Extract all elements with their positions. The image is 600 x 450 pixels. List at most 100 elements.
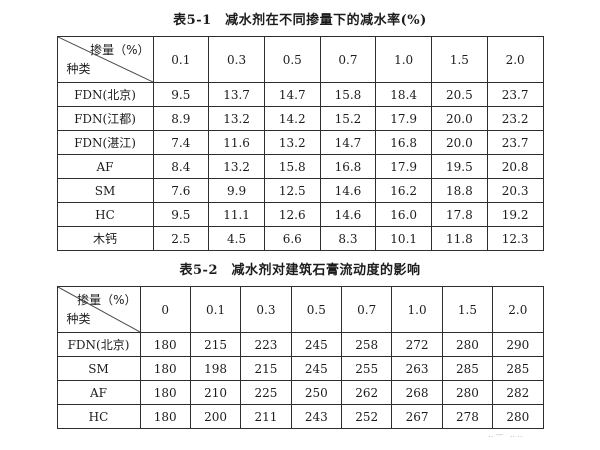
data-cell: 200: [189, 404, 242, 429]
table2: 掺量（%） 种类 0 0.1 0.3 0.5 0.7 1.0 1.5 2.0 F…: [56, 286, 544, 429]
data-cell: 198: [189, 356, 242, 381]
data-cell: 17.9: [375, 154, 433, 179]
data-cell: 6.6: [263, 226, 321, 251]
header-cell: 0.1: [189, 286, 242, 333]
row-label: 木钙: [56, 226, 154, 251]
data-cell: 15.8: [319, 82, 377, 107]
data-cell: 13.2: [208, 106, 265, 131]
data-cell: 11.8: [431, 226, 488, 251]
table2-title: 表5-2 减水剂对建筑石膏流动度的影响: [179, 263, 421, 278]
table-row: HC 180 200 211 243 252 267 278 280: [56, 404, 544, 429]
data-cell: 12.6: [263, 202, 321, 227]
data-cell: 215: [240, 356, 292, 381]
row-label: AF: [56, 380, 141, 405]
row-label: AF: [56, 154, 154, 179]
row-label: FDN(湛江): [56, 130, 154, 155]
data-cell: 16.8: [375, 130, 433, 155]
data-cell: 14.6: [319, 202, 377, 227]
data-cell: 15.8: [263, 154, 321, 179]
corner-type-label: 种类: [66, 312, 91, 326]
diagonal-divider-line: [58, 37, 153, 82]
table-row: FDN(江都) 8.9 13.2 14.2 15.2 17.9 20.0 23.…: [56, 106, 544, 131]
header-cell: 0.7: [340, 286, 393, 333]
data-cell: 14.7: [319, 130, 377, 155]
data-cell: 258: [340, 332, 393, 357]
table-row: FDN(湛江) 7.4 11.6 13.2 14.7 16.8 20.0 23.…: [56, 130, 544, 155]
data-cell: 13.7: [208, 82, 265, 107]
row-label: HC: [56, 202, 154, 227]
table1: 掺量（%） 种类 0.1 0.3 0.5 0.7 1.0 1.5 2.0 FDN…: [56, 36, 544, 251]
table-row: AF 8.4 13.2 15.8 16.8 17.9 19.5 20.8: [56, 154, 544, 179]
row-label: FDN(北京): [56, 332, 141, 357]
table-row: FDN(北京) 9.5 13.7 14.7 15.8 18.4 20.5 23.…: [56, 82, 544, 107]
data-cell: 23.7: [486, 82, 544, 107]
data-cell: 2.5: [152, 226, 210, 251]
table-row: SM 7.6 9.9 12.5 14.6 16.2 18.8 20.3: [56, 178, 544, 203]
data-cell: 252: [340, 404, 393, 429]
data-cell: 7.6: [152, 178, 210, 203]
header-cell: 2.0: [492, 286, 544, 333]
data-cell: 8.9: [152, 106, 210, 131]
header-cell: 0.3: [240, 286, 292, 333]
data-cell: 23.7: [486, 130, 544, 155]
data-cell: 223: [240, 332, 292, 357]
data-cell: 16.8: [319, 154, 377, 179]
header-cell: 0.3: [208, 36, 265, 83]
data-cell: 180: [139, 380, 191, 405]
data-cell: 282: [492, 380, 544, 405]
corner-dosage-label: 掺量（%）: [77, 293, 137, 307]
data-cell: 13.2: [263, 130, 321, 155]
table1-title: 表5-1 减水剂在不同掺量下的减水率(%): [173, 13, 427, 28]
data-cell: 20.5: [431, 82, 488, 107]
row-label: FDN(北京): [56, 82, 154, 107]
data-cell: 7.4: [152, 130, 210, 155]
data-cell: 12.5: [263, 178, 321, 203]
data-cell: 19.5: [431, 154, 488, 179]
data-cell: 15.2: [319, 106, 377, 131]
corner-type-label: 种类: [66, 62, 91, 76]
data-cell: 16.2: [375, 178, 433, 203]
data-cell: 280: [441, 380, 494, 405]
table2-header-row: 掺量（%） 种类 0 0.1 0.3 0.5 0.7 1.0 1.5 2.0: [56, 286, 544, 333]
data-cell: 8.4: [152, 154, 210, 179]
header-cell: 1.0: [375, 36, 433, 83]
data-cell: 14.7: [263, 82, 321, 107]
data-cell: 20.0: [431, 130, 488, 155]
header-cell: 0.5: [263, 36, 321, 83]
data-cell: 243: [290, 404, 343, 429]
data-cell: 4.5: [208, 226, 265, 251]
data-cell: 262: [340, 380, 393, 405]
diagonal-divider-line: [58, 287, 140, 332]
header-cell: 0: [139, 286, 191, 333]
table2-corner-cell: 掺量（%） 种类: [56, 286, 141, 333]
data-cell: 9.9: [208, 178, 265, 203]
data-cell: 20.0: [431, 106, 488, 131]
corner-dosage-label: 掺量（%）: [90, 43, 150, 57]
data-cell: 9.5: [152, 202, 210, 227]
data-cell: 255: [340, 356, 393, 381]
data-cell: 285: [492, 356, 544, 381]
data-cell: 18.8: [431, 178, 488, 203]
table-row: FDN(北京) 180 215 223 245 258 272 280 290: [56, 332, 544, 357]
data-cell: 245: [290, 356, 343, 381]
header-cell: 0.1: [152, 36, 210, 83]
data-cell: 14.6: [319, 178, 377, 203]
data-cell: 285: [441, 356, 494, 381]
data-cell: 11.6: [208, 130, 265, 155]
table1-corner-cell: 掺量（%） 种类: [56, 36, 154, 83]
row-label: FDN(江都): [56, 106, 154, 131]
data-cell: 180: [139, 332, 191, 357]
data-cell: 23.2: [486, 106, 544, 131]
row-label: SM: [56, 178, 154, 203]
table-row: AF 180 210 225 250 262 268 280 282: [56, 380, 544, 405]
data-cell: 263: [391, 356, 443, 381]
data-cell: 225: [240, 380, 292, 405]
data-cell: 18.4: [375, 82, 433, 107]
data-cell: 12.3: [486, 226, 544, 251]
data-cell: 10.1: [375, 226, 433, 251]
data-cell: 215: [189, 332, 242, 357]
table1-header-row: 掺量（%） 种类 0.1 0.3 0.5 0.7 1.0 1.5 2.0: [56, 36, 544, 83]
header-cell: 0.7: [319, 36, 377, 83]
data-cell: 210: [189, 380, 242, 405]
header-cell: 1.0: [391, 286, 443, 333]
